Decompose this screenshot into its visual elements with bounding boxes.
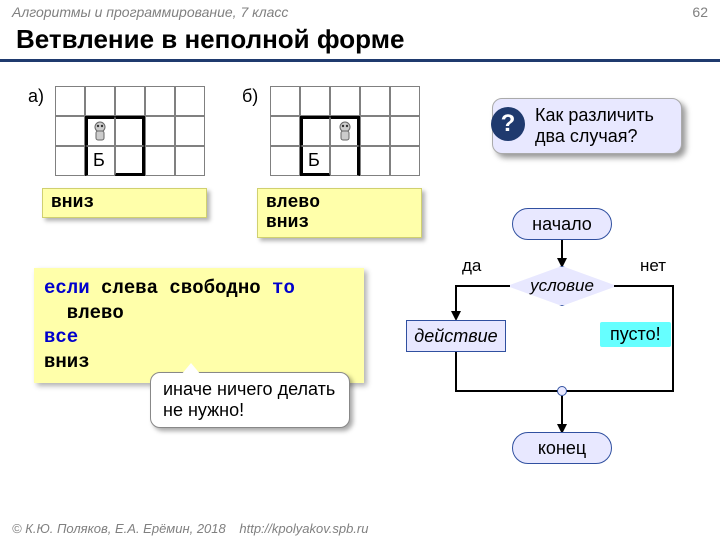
flow-merge <box>557 386 567 396</box>
question-mark-icon: ? <box>491 107 525 141</box>
flow-condition: условие <box>507 266 617 306</box>
copyright: © К.Ю. Поляков, Е.А. Ерёмин, 2018 <box>12 521 226 536</box>
code-line-1: если слева свободно то <box>44 276 354 301</box>
callout-note: иначе ничего делать не нужно! <box>150 372 350 428</box>
flowchart: начало условие да нет действие пусто! ко… <box>400 200 710 510</box>
page-number: 62 <box>692 4 708 20</box>
robot-icon-b <box>333 119 357 143</box>
instructions-b: влево вниз <box>257 188 422 238</box>
question-bubble: ? Как различить два случая? <box>492 98 682 154</box>
grid-a: Б <box>55 86 205 176</box>
base-label-b: Б <box>308 150 320 171</box>
page-title: Ветвление в неполной форме <box>0 22 720 59</box>
header: Алгоритмы и программирование, 7 класс 62 <box>0 0 720 22</box>
footer-url[interactable]: http://kpolyakov.spb.ru <box>239 521 368 536</box>
flow-empty: пусто! <box>600 322 671 347</box>
flow-no-label: нет <box>640 256 666 276</box>
flow-end: конец <box>512 432 612 464</box>
code-line-3: все <box>44 325 354 350</box>
flow-start: начало <box>512 208 612 240</box>
course-name: Алгоритмы и программирование, 7 класс <box>12 4 288 20</box>
flow-action: действие <box>406 320 506 352</box>
base-label-a: Б <box>93 150 105 171</box>
grid-b: Б <box>270 86 420 176</box>
flow-yes-label: да <box>462 256 481 276</box>
robot-icon-a <box>88 119 112 143</box>
case-a-label: а) <box>28 86 44 107</box>
instructions-a: вниз <box>42 188 207 218</box>
title-rule <box>0 59 720 62</box>
code-line-2: влево <box>44 301 354 326</box>
case-b-label: б) <box>242 86 258 107</box>
question-text: Как различить два случая? <box>535 105 654 146</box>
footer: © К.Ю. Поляков, Е.А. Ерёмин, 2018 http:/… <box>12 521 368 536</box>
